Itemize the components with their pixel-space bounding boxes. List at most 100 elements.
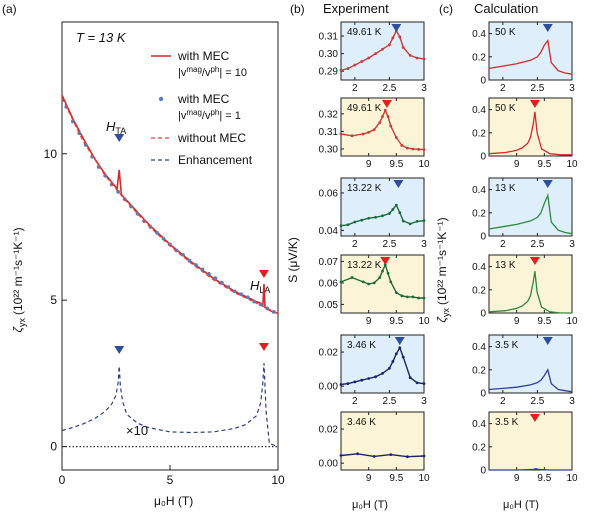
- x-tick-label: 9.5: [389, 159, 403, 170]
- y-tick-label: 0.31: [319, 32, 339, 43]
- data-point: [386, 115, 390, 118]
- subplot-marker: [529, 100, 540, 108]
- data-point: [367, 216, 371, 220]
- data-point: [381, 269, 384, 273]
- subplot-frame: [340, 97, 425, 157]
- panel-c-label: (c): [439, 2, 453, 16]
- x-tick-label: 2: [352, 396, 358, 407]
- y-tick-label: 0.04: [319, 226, 339, 237]
- data-point: [391, 360, 395, 363]
- subplot-marker: [542, 24, 553, 32]
- subplot-annotation: 50 K: [495, 103, 516, 114]
- svg-text:ζyx(10²² m⁻¹s⁻¹K⁻¹): ζyx (10²² m⁻¹s⁻¹K⁻¹): [11, 227, 27, 332]
- data-point: [372, 281, 376, 285]
- data-point: [422, 57, 426, 61]
- data-point: [417, 147, 420, 151]
- legend-item-nomec: without MEC: [177, 131, 246, 145]
- series-line: [488, 368, 573, 393]
- data-point-mec1: [213, 276, 218, 281]
- y-tick-label: 0.4: [472, 29, 486, 40]
- data-point: [360, 60, 364, 63]
- data-point: [401, 46, 405, 49]
- subplot-frame: [340, 411, 425, 471]
- data-point: [398, 35, 402, 39]
- panel-c-title: Calculation: [474, 1, 538, 16]
- data-point-mec1: [161, 236, 166, 241]
- data-point: [411, 295, 415, 299]
- subplot-marker: [542, 337, 553, 345]
- y-tick-label: 0.2: [472, 442, 486, 453]
- data-point: [374, 52, 377, 56]
- panel-b-title: Experiment: [323, 1, 389, 16]
- data-point: [381, 47, 384, 51]
- data-point: [346, 67, 350, 70]
- y-tick-label: 0.06: [319, 188, 339, 199]
- data-point: [381, 115, 384, 118]
- x-tick-label: 9: [366, 159, 372, 170]
- x-tick-label: 3: [421, 83, 427, 94]
- data-point-mec1: [187, 258, 192, 263]
- data-point: [401, 219, 405, 223]
- subplot-frame: [340, 334, 425, 394]
- x-tick-label: 10: [418, 316, 430, 327]
- data-point: [383, 108, 387, 112]
- legend-item-mec10-ratio: |vmag/vph| = 10: [178, 65, 247, 79]
- panel-a-ylabel-units: (10²² m⁻¹s⁻¹K⁻¹): [11, 227, 25, 315]
- data-point: [394, 203, 398, 207]
- x-tick-label: 9.5: [389, 316, 403, 327]
- x-tick-label-a: 5: [167, 473, 174, 487]
- data-point: [378, 121, 382, 125]
- data-point: [361, 132, 365, 136]
- y-tick-label: 0.29: [319, 67, 339, 78]
- x-tick-label: 9.5: [537, 316, 551, 327]
- x-tick-label: 9.5: [537, 473, 551, 484]
- x-tick-label: 2.5: [530, 239, 544, 250]
- data-point-mec1: [239, 292, 244, 297]
- subplot-c6: 9 9.5 10 0 0.2 0.4 3.5 K: [472, 411, 578, 484]
- data-point-mec1: [155, 230, 159, 235]
- y-tick-label: 0.05: [319, 300, 339, 311]
- subplot-marker: [529, 257, 540, 265]
- x-tick-label: 9.5: [537, 159, 551, 170]
- y-tick-label: 0.2: [472, 128, 486, 139]
- data-point: [386, 271, 390, 275]
- marker-ta-upper: [114, 134, 125, 142]
- data-point: [408, 222, 412, 226]
- data-point: [372, 454, 376, 458]
- x-tick-label: 2: [352, 239, 358, 250]
- y-tick-label: 0.2: [472, 285, 486, 296]
- x-tick-label: 10: [566, 316, 578, 327]
- x-tick-label: 9: [514, 473, 520, 484]
- panel-b-label: (b): [290, 2, 305, 16]
- data-point: [346, 223, 350, 227]
- data-point: [346, 382, 350, 386]
- data-point: [388, 43, 391, 47]
- x-tick-label: 2.5: [530, 396, 544, 407]
- legend-item-mec10: with MEC: [177, 49, 230, 63]
- y-tick-label: 0.4: [472, 262, 486, 273]
- subplot-marker: [381, 100, 392, 108]
- x-tick-label: 10: [418, 473, 430, 484]
- marker-la-upper: [258, 270, 269, 278]
- x-tick-label-a: 0: [59, 473, 66, 487]
- x-tick-label: 3: [569, 83, 575, 94]
- x-tick-label: 3: [569, 396, 575, 407]
- y-tick-label: 0.2: [472, 208, 486, 219]
- subplot-b6: 9 9.5 10 0.00 0.02 3.46 K: [319, 411, 430, 484]
- data-point: [356, 452, 359, 456]
- data-point: [422, 219, 426, 223]
- data-point: [391, 208, 395, 211]
- x-tick-label: 10: [418, 159, 430, 170]
- data-point: [415, 220, 419, 223]
- panel-a-multiplier: ×10: [126, 423, 148, 438]
- subplot-frame: [488, 411, 573, 471]
- panel-a-ylabel-symbol: ζ: [11, 326, 25, 333]
- data-point: [394, 352, 398, 356]
- data-point: [389, 124, 393, 128]
- subplot-marker: [394, 337, 405, 345]
- data-point: [367, 130, 371, 134]
- data-point: [406, 295, 409, 299]
- series-line: [488, 111, 572, 156]
- series-line: [340, 453, 425, 458]
